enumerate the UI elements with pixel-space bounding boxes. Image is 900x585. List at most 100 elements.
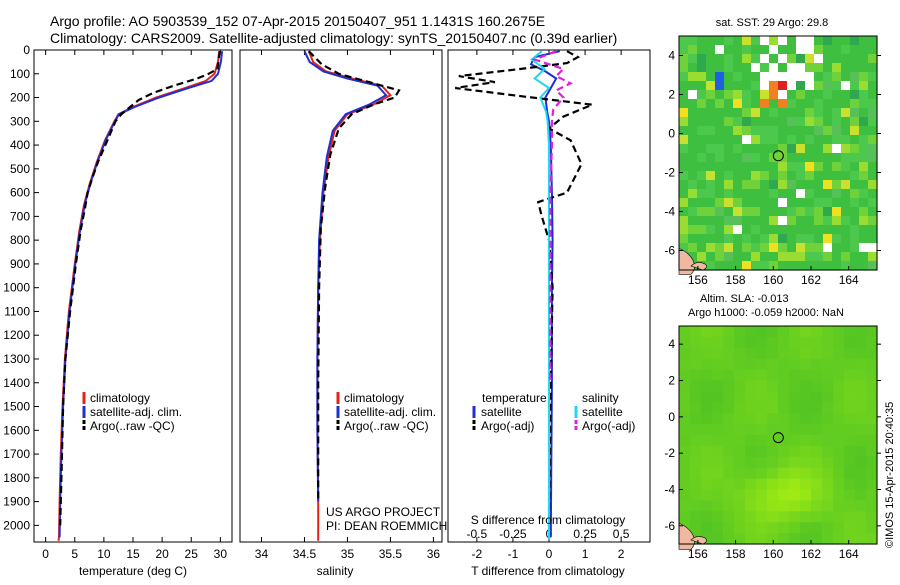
sla-cell (800, 402, 812, 414)
sla-cell (690, 511, 702, 523)
sst-cell (697, 207, 707, 217)
sst-cell (814, 63, 824, 73)
sla-cell (789, 380, 801, 392)
s-difference-x-axis: -0.5 -0.25 0 0.25 0.5 (467, 527, 630, 541)
sla-cell (756, 391, 768, 403)
sla-cell (844, 522, 856, 534)
sla-cell (723, 489, 735, 501)
sla-cell (811, 489, 823, 501)
x-tick-label: 30 (214, 547, 228, 561)
sla-cell (866, 336, 878, 349)
sst-cell (814, 81, 824, 91)
sst-cell (814, 117, 824, 127)
sst-cell (733, 36, 743, 46)
x-tick-label: 36 (427, 547, 441, 561)
sla-cell (866, 511, 878, 523)
sst-cell (688, 72, 698, 82)
sst-cell (697, 234, 707, 244)
sst-cell (787, 90, 797, 100)
sla-cell (844, 413, 856, 425)
series-line-climatology (57, 51, 221, 541)
sst-cell (760, 207, 770, 217)
sst-cell (859, 180, 869, 190)
y-tick-label: 1500 (3, 400, 30, 414)
sla-cell (690, 369, 702, 382)
sst-cell (706, 99, 716, 109)
sst-cell (850, 252, 860, 262)
sla-cell (745, 326, 757, 338)
sst-cell (841, 198, 851, 208)
sst-cell (706, 252, 716, 262)
sst-cell (706, 54, 716, 64)
sst-cell (751, 243, 761, 253)
sst-cell (760, 162, 770, 172)
sla-cell (679, 467, 691, 480)
sst-cell (868, 81, 878, 91)
sst-cell (760, 153, 770, 163)
sst-cell (706, 234, 716, 244)
sla-cell (712, 402, 724, 414)
sla-map-frame (678, 325, 878, 545)
y-tick-label: 100 (10, 67, 30, 81)
sst-cell (742, 261, 752, 271)
sla-cell (844, 326, 856, 338)
sst-cell (706, 81, 716, 91)
sst-cell (697, 135, 707, 145)
sst-cell (715, 216, 725, 226)
sla-cell (844, 467, 856, 480)
sla-cell (844, 445, 856, 458)
sla-cell (822, 445, 834, 458)
legend-label-t-argo: Argo(-adj) (481, 419, 534, 433)
sst-map-frame (678, 35, 878, 271)
sst-cell (841, 72, 851, 82)
sst-cell (841, 216, 851, 226)
sst-cell (859, 108, 869, 118)
sst-cell (787, 144, 797, 154)
sst-cell (697, 225, 707, 235)
sla-map-field (679, 326, 878, 545)
sst-cell (868, 162, 878, 172)
lat-tick-label: -2 (664, 446, 675, 460)
legend-label-climatology: climatology (344, 391, 404, 405)
sla-cell (789, 467, 801, 480)
sla-cell (789, 478, 801, 491)
sst-cell (841, 234, 851, 244)
sst-cell (751, 81, 761, 91)
sla-cell (767, 391, 779, 403)
sst-cell (751, 135, 761, 145)
sla-cell (756, 511, 768, 523)
sla-cell (679, 511, 691, 523)
sst-cell (796, 36, 806, 46)
sla-cell (811, 500, 823, 512)
sst-cell (733, 72, 743, 82)
sla-cell (778, 424, 790, 436)
sst-cell (697, 189, 707, 199)
sst-cell (724, 162, 734, 172)
sst-cell (742, 126, 752, 136)
difference-panel: -2 -1 0 1 2 -0.5 -0.25 0 0.25 0.5 T difference f… (447, 49, 651, 578)
sst-cell (859, 144, 869, 154)
sst-cell (805, 243, 815, 253)
sst-cell (679, 153, 689, 163)
sst-cell (715, 117, 725, 127)
sst-cell (778, 36, 788, 46)
sla-cell (712, 456, 724, 469)
sst-cell (724, 63, 734, 73)
sst-cell (850, 117, 860, 127)
sst-cell (688, 144, 698, 154)
sst-cell (769, 135, 779, 145)
sla-cell (690, 500, 702, 512)
sla-cell (767, 369, 779, 382)
lon-tick-label: 156 (688, 273, 708, 287)
sst-cell (697, 216, 707, 226)
sla-cell (800, 467, 812, 480)
sst-cell (778, 135, 788, 145)
sla-cell (712, 336, 724, 349)
sst-cell (769, 108, 779, 118)
sla-cell (767, 358, 779, 371)
sla-cell (701, 435, 713, 447)
sst-cell (850, 90, 860, 100)
sst-cell (814, 252, 824, 262)
sla-cell (712, 326, 724, 338)
sst-cell (733, 126, 743, 136)
